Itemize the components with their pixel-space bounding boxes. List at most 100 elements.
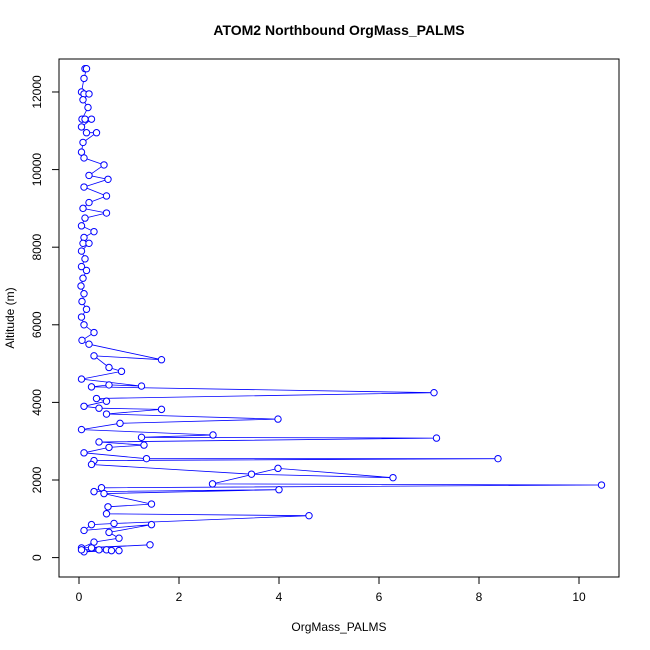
- data-point: [80, 233, 88, 242]
- data-point: [77, 313, 86, 321]
- data-point: [87, 383, 96, 391]
- data-point: [274, 415, 282, 423]
- data-point: [117, 367, 126, 376]
- data-point: [80, 402, 88, 410]
- x-tick-label: 0: [76, 590, 83, 604]
- y-tick-label: 6000: [30, 311, 44, 338]
- data-point: [157, 356, 166, 364]
- data-point: [77, 123, 86, 131]
- x-tick-label: 4: [276, 590, 283, 604]
- data-point: [92, 394, 101, 403]
- data-point: [274, 464, 282, 473]
- data-point: [81, 115, 89, 123]
- y-axis: 0 2000 4000 6000 8000 10000 12000: [30, 75, 60, 561]
- data-point: [142, 454, 151, 463]
- data-point: [80, 154, 88, 162]
- data-point: [79, 274, 87, 282]
- data-point: [247, 470, 256, 478]
- data-point: [87, 520, 96, 529]
- data-point: [116, 419, 124, 428]
- data-point: [84, 103, 92, 112]
- data-point: [494, 454, 502, 463]
- y-axis-label: Altitude (m): [3, 287, 17, 348]
- x-axis-label: OrgMass_PALMS: [291, 620, 386, 634]
- data-point: [95, 546, 103, 554]
- data-point: [80, 74, 88, 83]
- y-tick-label: 0: [30, 554, 44, 561]
- data-point: [78, 336, 86, 345]
- x-tick-label: 2: [176, 590, 183, 604]
- data-point: [82, 65, 91, 73]
- data-point: [209, 431, 217, 439]
- data-point: [147, 520, 156, 529]
- y-tick-label: 8000: [30, 234, 44, 261]
- data-point: [430, 388, 438, 397]
- plot-frame: [58, 58, 620, 578]
- data-point: [105, 363, 113, 372]
- chart-title: ATOM2 Northbound OrgMass_PALMS: [213, 22, 464, 38]
- data-point: [105, 443, 113, 452]
- data-point: [305, 511, 313, 520]
- data-point: [275, 485, 283, 494]
- data-point: [80, 449, 88, 457]
- data-point: [137, 433, 146, 442]
- data-point: [80, 526, 88, 535]
- data-point: [79, 138, 87, 147]
- data-point: [80, 290, 88, 298]
- data-point: [85, 171, 93, 180]
- y-tick-label: 2000: [30, 466, 44, 493]
- data-point: [208, 480, 217, 488]
- data-point: [115, 534, 123, 542]
- data-point: [100, 489, 108, 498]
- data-point: [87, 544, 96, 552]
- data-point: [102, 510, 111, 518]
- data-point: [85, 340, 93, 348]
- data-point: [137, 382, 146, 390]
- data-point: [90, 487, 98, 496]
- data-point: [115, 546, 123, 555]
- data-point: [77, 375, 86, 383]
- data-point: [87, 460, 96, 469]
- data-point: [77, 425, 86, 434]
- y-tick-label: 10000: [30, 153, 44, 187]
- data-point: [100, 161, 108, 169]
- data-point: [147, 500, 156, 508]
- data-point: [77, 247, 86, 255]
- data-point: [82, 129, 91, 137]
- data-point: [432, 434, 441, 442]
- data-point: [85, 198, 93, 207]
- data-point: [82, 266, 91, 275]
- data-point: [102, 209, 111, 217]
- data-point: [105, 528, 113, 537]
- data-point: [78, 297, 86, 306]
- data-point: [102, 397, 111, 405]
- data-point: [77, 546, 86, 554]
- data-point: [95, 438, 103, 446]
- data-point: [81, 214, 89, 222]
- data-point: [80, 183, 88, 191]
- data-point: [110, 519, 118, 528]
- x-tick-label: 10: [572, 590, 586, 604]
- data-point: [597, 481, 606, 489]
- data-point: [85, 239, 93, 248]
- x-tick-label: 8: [476, 590, 483, 604]
- data-point: [82, 305, 91, 313]
- data-point: [146, 541, 154, 549]
- data-point: [140, 441, 148, 449]
- data-point: [90, 352, 98, 360]
- x-axis: 0 2 4 6 8 10: [76, 576, 586, 604]
- data-point: [95, 404, 103, 412]
- data-point: [389, 473, 397, 482]
- data-point: [77, 222, 86, 230]
- data-point: [102, 410, 111, 418]
- data-point: [80, 321, 88, 329]
- data-point: [77, 262, 86, 271]
- data-point: [79, 239, 87, 248]
- data-point: [77, 282, 85, 290]
- data-point: [87, 115, 96, 123]
- data-point: [104, 175, 112, 183]
- series-line: [77, 65, 606, 556]
- data-point: [79, 204, 87, 213]
- data-point: [85, 90, 93, 98]
